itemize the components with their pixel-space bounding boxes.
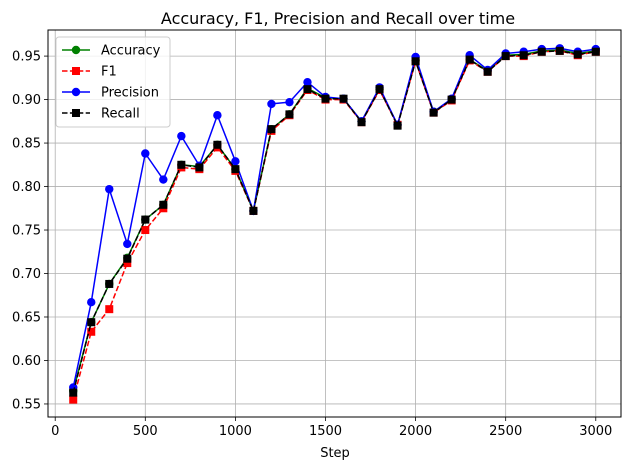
data-point-recall bbox=[69, 388, 78, 397]
x-axis-label: Step bbox=[320, 446, 350, 461]
data-point-f1 bbox=[141, 226, 150, 235]
y-tick-label: 0.55 bbox=[12, 397, 41, 412]
legend-item-f1: F1 bbox=[62, 65, 117, 80]
x-tick-label: 500 bbox=[133, 424, 158, 439]
y-tick-label: 0.70 bbox=[12, 267, 41, 282]
data-point-precision bbox=[105, 184, 114, 194]
data-point-precision bbox=[87, 298, 96, 307]
legend-marker bbox=[72, 109, 80, 117]
data-point-recall bbox=[159, 200, 168, 209]
y-tick-label: 0.95 bbox=[12, 50, 41, 65]
data-point-recall bbox=[285, 110, 294, 119]
x-axis: 0 500 1000 1500 2000 2500 3000 bbox=[51, 417, 612, 439]
legend: Accuracy F1 Precision Recall bbox=[55, 36, 171, 128]
data-point-recall bbox=[231, 165, 240, 174]
data-point-recall bbox=[429, 108, 438, 117]
data-point-recall bbox=[177, 160, 186, 169]
data-point-precision bbox=[213, 111, 222, 120]
data-point-recall bbox=[87, 318, 96, 327]
legend-marker bbox=[72, 67, 80, 75]
data-point-recall bbox=[501, 52, 510, 61]
y-tick-label: 0.65 bbox=[12, 310, 41, 325]
data-point-recall bbox=[393, 121, 402, 130]
data-point-precision bbox=[303, 77, 312, 87]
data-point-precision bbox=[231, 157, 240, 166]
data-point-recall bbox=[123, 254, 132, 263]
y-axis: 0.55 0.60 0.65 0.70 0.75 0.80 0.85 0.90 0.95 bbox=[12, 50, 48, 412]
data-point-recall bbox=[447, 95, 456, 104]
legend-label: Accuracy bbox=[101, 44, 161, 59]
series-recall bbox=[69, 46, 600, 397]
data-point-recall bbox=[105, 279, 114, 288]
data-point-f1 bbox=[123, 259, 132, 268]
legend-marker bbox=[71, 87, 81, 97]
legend-marker bbox=[71, 45, 81, 55]
data-point-recall bbox=[357, 118, 366, 127]
data-point-recall bbox=[303, 85, 312, 94]
data-point-precision bbox=[285, 97, 294, 107]
data-point-f1 bbox=[69, 395, 78, 404]
legend-label: Precision bbox=[101, 86, 159, 101]
y-tick-label: 0.90 bbox=[12, 93, 41, 108]
x-tick-label: 2500 bbox=[489, 424, 522, 439]
data-point-precision bbox=[123, 239, 132, 249]
x-tick-label: 3000 bbox=[579, 424, 612, 439]
data-point-recall bbox=[519, 51, 528, 60]
legend-label: F1 bbox=[101, 65, 117, 80]
legend-box bbox=[55, 36, 171, 128]
data-point-recall bbox=[573, 50, 582, 59]
data-point-f1 bbox=[105, 305, 114, 314]
data-point-recall bbox=[411, 57, 420, 66]
data-point-recall bbox=[267, 125, 276, 134]
y-tick-label: 0.85 bbox=[12, 137, 41, 152]
data-point-recall bbox=[339, 94, 348, 103]
data-point-recall bbox=[375, 85, 384, 94]
x-tick-label: 1000 bbox=[219, 424, 252, 439]
data-point-recall bbox=[141, 215, 150, 224]
data-point-recall bbox=[555, 46, 564, 55]
plot-frame bbox=[47, 29, 622, 418]
x-tick-label: 0 bbox=[51, 424, 59, 439]
data-point-precision bbox=[159, 175, 168, 184]
data-point-recall bbox=[537, 47, 546, 56]
data-point-recall bbox=[465, 55, 474, 64]
x-tick-label: 2000 bbox=[399, 424, 432, 439]
data-point-recall bbox=[249, 206, 258, 215]
data-point-recall bbox=[591, 47, 600, 56]
data-point-recall bbox=[213, 140, 222, 149]
legend-item-precision: Precision bbox=[62, 86, 159, 101]
data-point-recall bbox=[483, 67, 492, 76]
legend-label: Recall bbox=[101, 107, 140, 122]
data-point-precision bbox=[267, 99, 276, 109]
legend-item-accuracy: Accuracy bbox=[62, 44, 161, 59]
y-tick-label: 0.80 bbox=[12, 180, 41, 195]
chart-title: Accuracy, F1, Precision and Recall over … bbox=[161, 9, 515, 28]
data-point-f1 bbox=[87, 327, 96, 336]
y-tick-label: 0.75 bbox=[12, 224, 41, 239]
y-tick-label: 0.60 bbox=[12, 354, 41, 369]
legend-item-recall: Recall bbox=[62, 107, 140, 122]
data-point-recall bbox=[321, 94, 330, 103]
series-layer bbox=[69, 44, 600, 404]
data-point-recall bbox=[195, 163, 204, 172]
data-point-precision bbox=[177, 131, 186, 141]
x-tick-label: 1500 bbox=[309, 424, 342, 439]
data-point-precision bbox=[141, 149, 150, 158]
